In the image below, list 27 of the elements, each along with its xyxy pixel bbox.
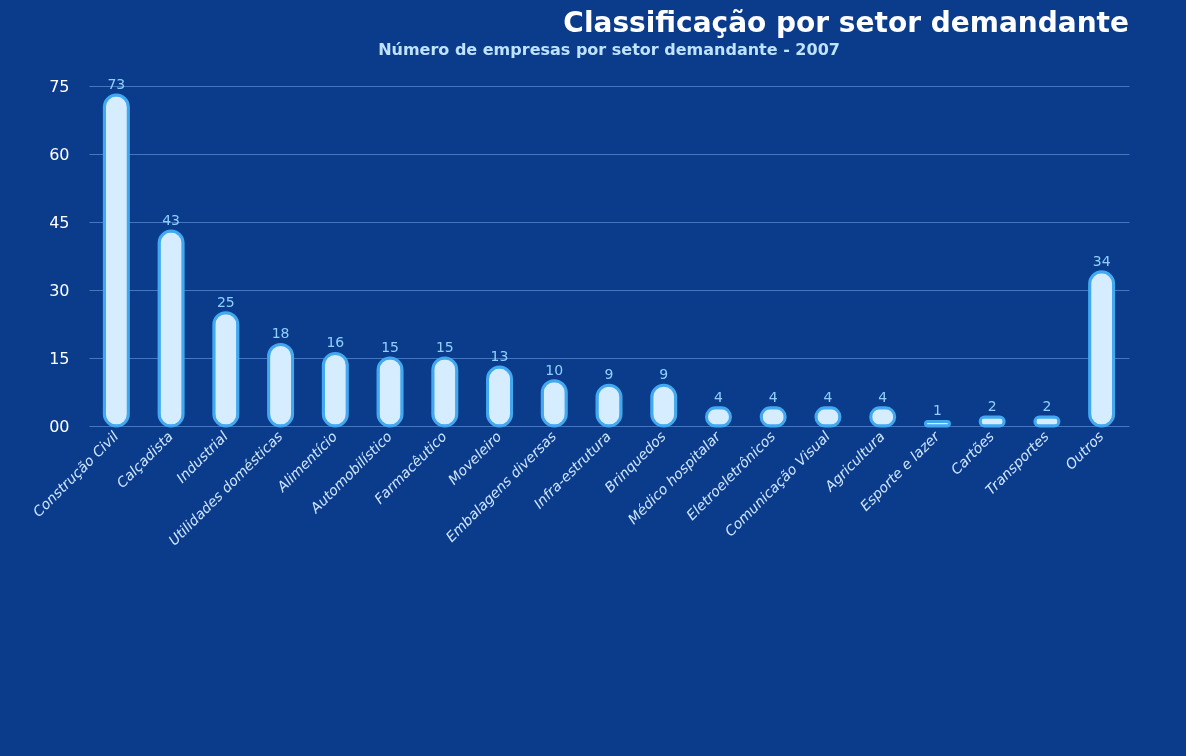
data-label: 10 bbox=[545, 361, 564, 378]
data-label: 2 bbox=[987, 397, 997, 414]
data-label: 34 bbox=[1092, 252, 1111, 269]
data-label: 4 bbox=[714, 388, 724, 405]
data-label: 25 bbox=[216, 293, 235, 310]
data-label: 4 bbox=[878, 388, 888, 405]
data-label: 1 bbox=[932, 402, 942, 419]
data-label: 9 bbox=[604, 366, 614, 383]
y-tick-label: 15 bbox=[49, 348, 70, 368]
data-label: 16 bbox=[326, 334, 345, 351]
data-label: 4 bbox=[768, 388, 778, 405]
y-tick-label: 00 bbox=[49, 416, 70, 436]
data-label: 43 bbox=[162, 212, 181, 229]
y-tick-label: 60 bbox=[49, 144, 70, 164]
data-label: 15 bbox=[381, 339, 399, 355]
data-label: 9 bbox=[659, 366, 669, 383]
data-label: 2 bbox=[1042, 397, 1052, 414]
y-tick-label: 75 bbox=[49, 76, 70, 96]
data-label: 73 bbox=[107, 76, 126, 93]
y-tick-label: 45 bbox=[49, 212, 70, 232]
chart-title: Classificação por setor demandante bbox=[563, 6, 1129, 39]
y-tick-label: 30 bbox=[49, 280, 70, 300]
data-label: 18 bbox=[271, 325, 290, 342]
data-label: 13 bbox=[490, 348, 509, 365]
data-label: 4 bbox=[823, 388, 833, 405]
chart-subtitle: Número de empresas por setor demandante - 2007 bbox=[378, 40, 840, 59]
data-label: 15 bbox=[435, 339, 454, 355]
